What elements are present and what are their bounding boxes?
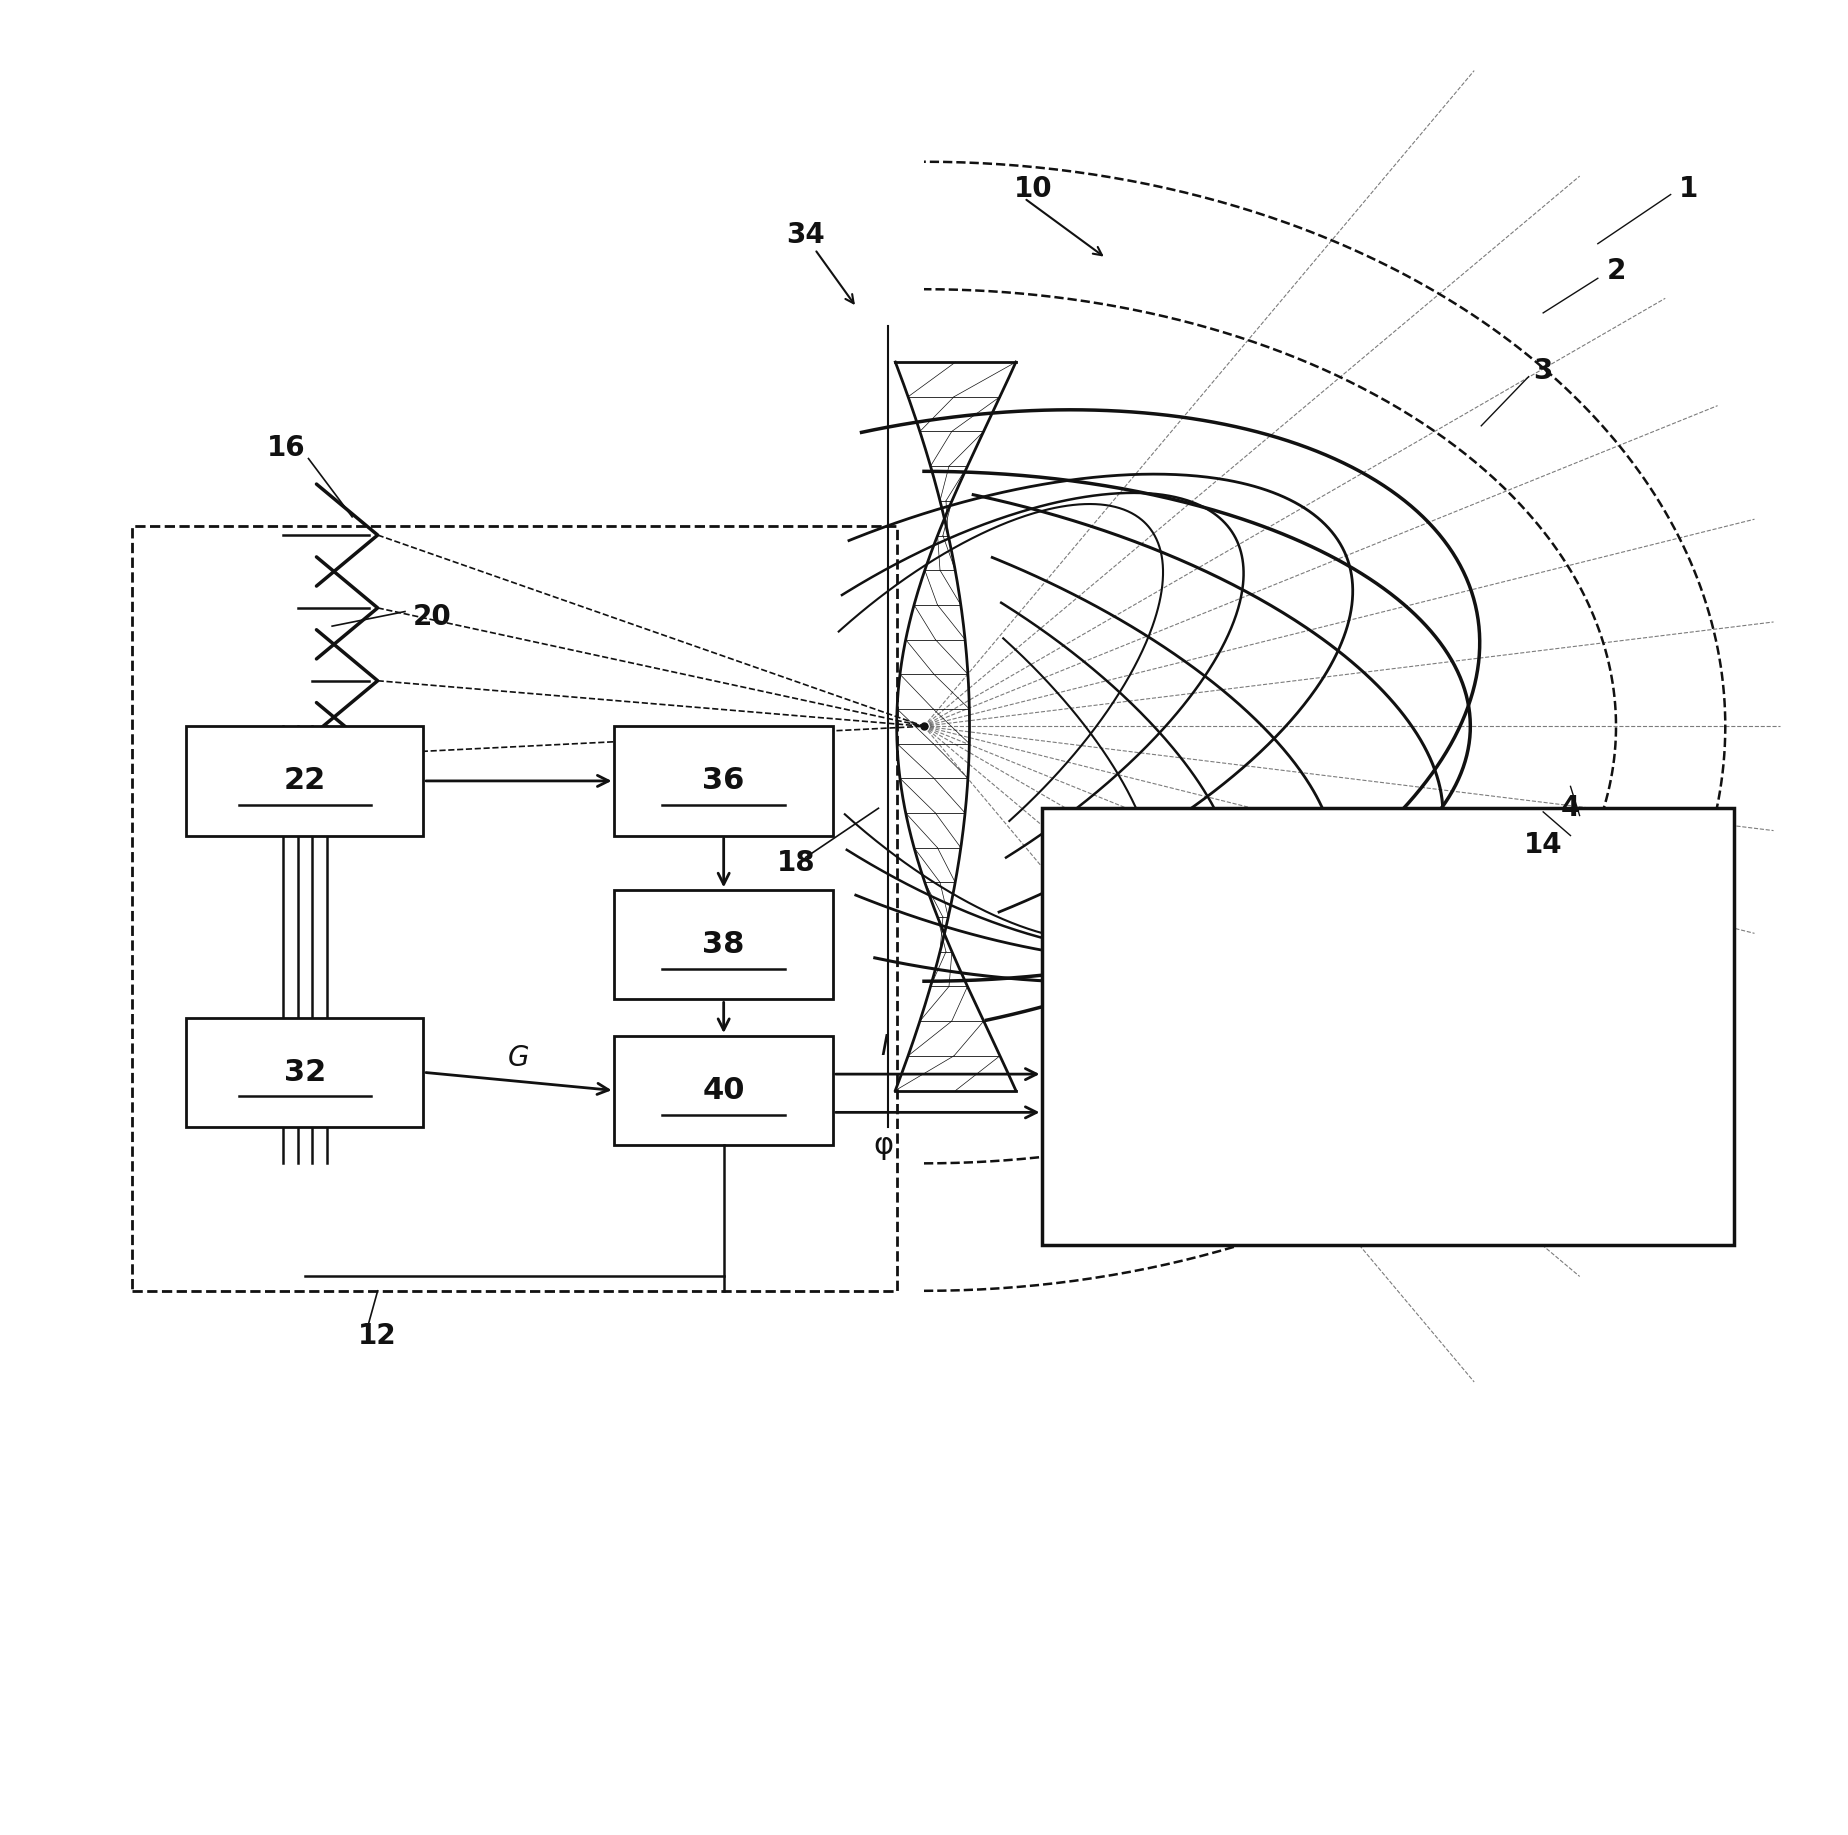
Bar xyxy=(187,1018,423,1127)
Text: 40: 40 xyxy=(702,1075,745,1105)
Text: 4: 4 xyxy=(1562,795,1580,822)
Text: 22: 22 xyxy=(285,767,325,795)
Text: I: I xyxy=(880,1033,889,1061)
Text: 32: 32 xyxy=(285,1057,325,1086)
Bar xyxy=(614,727,833,835)
Text: 3: 3 xyxy=(1534,358,1552,385)
Text: 14: 14 xyxy=(1525,831,1563,859)
Text: G: G xyxy=(508,1044,530,1072)
Text: 1: 1 xyxy=(1680,174,1698,204)
Text: 18: 18 xyxy=(778,850,815,877)
Bar xyxy=(1042,807,1735,1246)
Text: 2: 2 xyxy=(1606,257,1626,284)
Text: 16: 16 xyxy=(268,433,307,462)
Text: 38: 38 xyxy=(702,930,745,960)
Text: 12: 12 xyxy=(359,1323,397,1351)
Text: 36: 36 xyxy=(702,767,745,795)
Text: 34: 34 xyxy=(785,220,824,248)
Bar xyxy=(187,727,423,835)
Bar xyxy=(614,890,833,1000)
Bar xyxy=(131,527,896,1290)
Text: 10: 10 xyxy=(1015,174,1053,204)
Text: 20: 20 xyxy=(412,604,451,631)
Text: φ: φ xyxy=(874,1130,894,1160)
Bar xyxy=(614,1037,833,1145)
